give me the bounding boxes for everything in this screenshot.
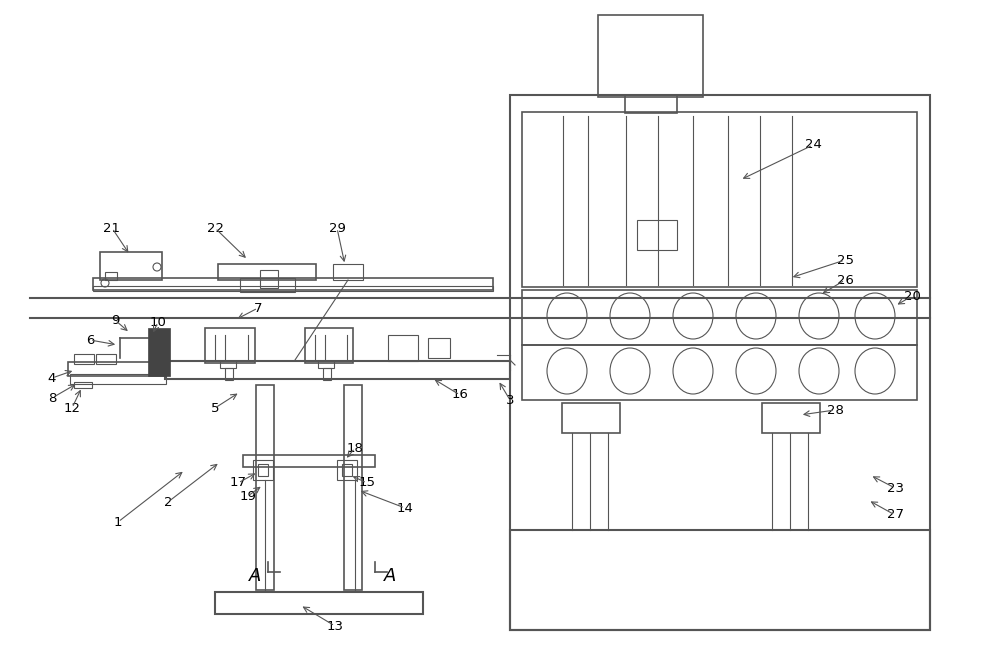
Bar bbox=[96, 354, 116, 364]
Text: 24: 24 bbox=[805, 139, 821, 152]
Bar bbox=[323, 368, 331, 380]
Text: 18: 18 bbox=[347, 441, 363, 454]
Text: 28: 28 bbox=[827, 404, 843, 417]
Bar bbox=[74, 382, 92, 388]
Text: 20: 20 bbox=[904, 290, 920, 303]
Bar bbox=[625, 95, 677, 113]
Bar bbox=[74, 354, 94, 364]
Bar bbox=[598, 15, 703, 97]
Text: 26: 26 bbox=[837, 273, 853, 286]
Text: 5: 5 bbox=[211, 402, 219, 415]
Bar bbox=[220, 361, 236, 368]
Text: 14: 14 bbox=[397, 501, 413, 514]
Bar bbox=[342, 464, 352, 476]
Bar bbox=[70, 374, 166, 384]
Text: 2: 2 bbox=[164, 495, 172, 508]
Bar bbox=[333, 264, 363, 280]
Text: 13: 13 bbox=[326, 620, 344, 633]
Text: 8: 8 bbox=[48, 391, 56, 404]
Text: 1: 1 bbox=[114, 516, 122, 529]
Text: 29: 29 bbox=[329, 221, 345, 234]
Text: 9: 9 bbox=[111, 314, 119, 327]
Text: 22: 22 bbox=[207, 221, 224, 234]
Text: 16: 16 bbox=[452, 389, 468, 402]
Bar bbox=[522, 290, 917, 345]
Text: 27: 27 bbox=[887, 508, 904, 521]
Text: 23: 23 bbox=[887, 482, 904, 495]
Bar bbox=[68, 362, 166, 376]
Bar bbox=[337, 460, 357, 480]
Bar bbox=[93, 278, 493, 290]
Text: 17: 17 bbox=[230, 477, 246, 490]
Text: 25: 25 bbox=[836, 253, 854, 266]
Bar bbox=[428, 338, 450, 358]
Bar bbox=[522, 112, 917, 287]
Bar bbox=[510, 95, 930, 630]
Text: 7: 7 bbox=[254, 301, 262, 314]
Bar bbox=[256, 385, 274, 590]
Bar bbox=[93, 286, 493, 291]
Bar bbox=[165, 361, 510, 379]
Text: 12: 12 bbox=[64, 402, 80, 415]
Bar bbox=[100, 252, 162, 280]
Text: 3: 3 bbox=[506, 393, 514, 406]
Bar bbox=[388, 335, 418, 361]
Bar bbox=[637, 220, 677, 250]
Bar bbox=[305, 328, 353, 363]
Bar bbox=[225, 368, 233, 380]
Bar bbox=[318, 361, 334, 368]
Text: A: A bbox=[384, 567, 396, 585]
Bar bbox=[215, 592, 423, 614]
Bar bbox=[205, 328, 255, 363]
Bar bbox=[344, 385, 362, 590]
Text: 19: 19 bbox=[240, 490, 256, 503]
Text: 10: 10 bbox=[150, 316, 166, 329]
Bar bbox=[522, 345, 917, 400]
Bar bbox=[762, 403, 820, 433]
Bar bbox=[243, 455, 375, 467]
Bar bbox=[253, 460, 273, 480]
Bar bbox=[260, 270, 278, 288]
Bar bbox=[218, 264, 316, 280]
Bar bbox=[258, 464, 268, 476]
Text: 15: 15 bbox=[358, 477, 376, 490]
Bar bbox=[562, 403, 620, 433]
Text: 6: 6 bbox=[86, 333, 94, 346]
Bar bbox=[240, 278, 295, 292]
Bar bbox=[510, 530, 930, 630]
Bar bbox=[105, 272, 117, 280]
Text: 21: 21 bbox=[104, 221, 120, 234]
Text: 4: 4 bbox=[48, 372, 56, 385]
Bar bbox=[148, 328, 170, 376]
Text: A: A bbox=[249, 567, 261, 585]
